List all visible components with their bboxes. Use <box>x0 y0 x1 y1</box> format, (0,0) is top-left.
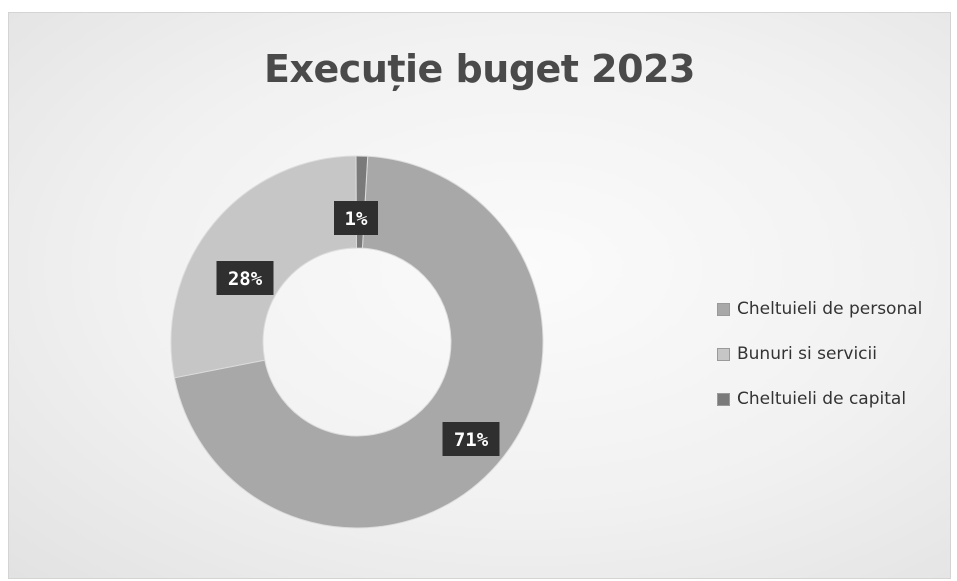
legend-swatch-personal <box>717 302 730 316</box>
data-label-capital-box <box>334 201 378 235</box>
chart-title: Execuție buget 2023 <box>264 47 695 91</box>
data-label-bunuri-text: 28% <box>228 268 263 290</box>
legend-swatch-bunuri <box>717 347 730 361</box>
legend-label-capital: Cheltuieli de capital <box>737 389 907 409</box>
legend-item-capital: Cheltuieli de capital <box>717 386 922 412</box>
donut-chart: 71% 28% 1% <box>170 155 544 529</box>
data-label-capital: 1% <box>334 201 378 235</box>
data-label-capital-text: 1% <box>345 208 368 230</box>
legend-label-bunuri: Bunuri si servicii <box>737 344 877 364</box>
legend-item-personal: Cheltuieli de personal <box>717 296 922 322</box>
data-label-personal-text: 71% <box>454 429 489 451</box>
chart-legend: Cheltuieli de personal Bunuri si servici… <box>717 296 922 431</box>
legend-swatch-capital <box>717 392 730 406</box>
data-label-bunuri: 28% <box>216 261 274 295</box>
data-label-personal: 71% <box>442 422 500 456</box>
chart-area: Execuție buget 2023 71% 28% 1% Cheltuieli … <box>8 12 951 579</box>
legend-item-bunuri: Bunuri si servicii <box>717 341 922 367</box>
legend-label-personal: Cheltuieli de personal <box>737 299 923 319</box>
data-label-personal-box <box>442 422 500 456</box>
data-label-bunuri-box <box>216 261 274 295</box>
